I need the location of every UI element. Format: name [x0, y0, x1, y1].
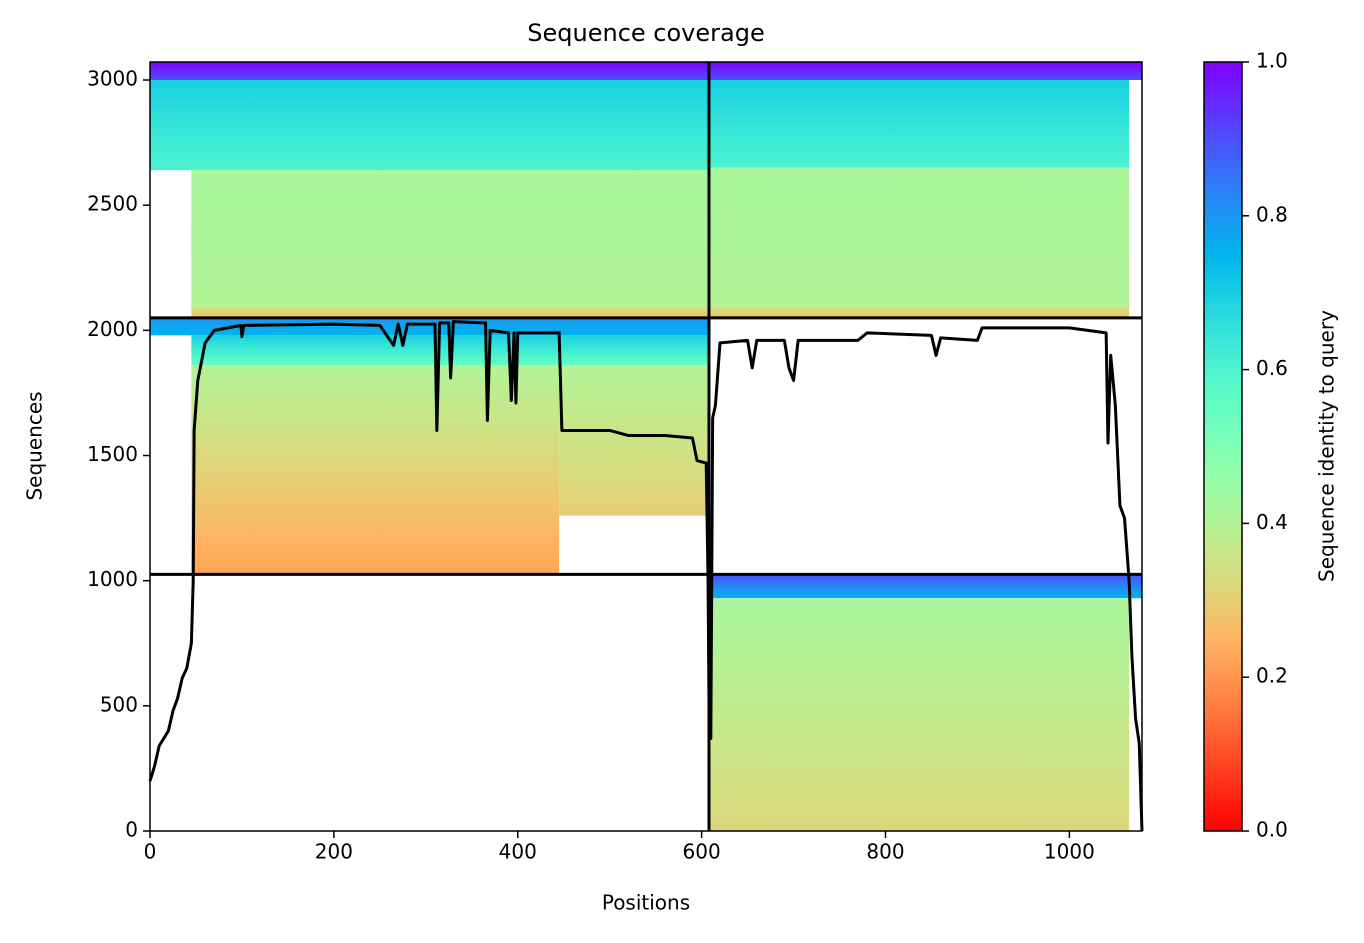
msa-band [191, 170, 709, 306]
x-axis-label: Positions [602, 891, 690, 915]
msa-band [559, 365, 709, 516]
msa-band [150, 62, 709, 81]
y-axis-label: Sequences [23, 391, 47, 500]
msa-band [708, 574, 1142, 599]
coverage-line [148, 320, 1144, 832]
msa-band [191, 305, 709, 318]
plot-frame [149, 61, 1143, 832]
x-tick-label: 1000 [1044, 840, 1095, 864]
x-tick-label: 400 [499, 840, 537, 864]
msa-band [708, 305, 1130, 318]
colorbar-tick-label: 0.4 [1256, 510, 1288, 534]
x-tick-label: 600 [683, 840, 721, 864]
msa-band [708, 598, 1130, 831]
msa-band [150, 80, 709, 171]
y-tick-label: 2000 [87, 317, 138, 341]
colorbar-tick-label: 0.0 [1256, 818, 1288, 842]
colorbar [1203, 61, 1243, 832]
colorbar-tick-label: 0.6 [1256, 356, 1288, 380]
x-tick-label: 0 [144, 840, 157, 864]
x-tick-label: 200 [315, 840, 353, 864]
msa-band [150, 317, 709, 336]
y-tick-label: 500 [100, 692, 138, 716]
colorbar-tick-label: 1.0 [1256, 49, 1288, 73]
colorbar-tick-label: 0.8 [1256, 202, 1288, 226]
y-tick-label: 2500 [87, 192, 138, 216]
chart-title: Sequence coverage [527, 19, 764, 47]
y-tick-label: 0 [125, 818, 138, 842]
msa-band [708, 167, 1130, 306]
colorbar-label: Sequence identity to query [1315, 310, 1339, 582]
colorbar-tick-label: 0.2 [1256, 664, 1288, 688]
x-tick-label: 800 [866, 840, 904, 864]
msa-band [708, 80, 1130, 168]
y-tick-label: 1000 [87, 567, 138, 591]
msa-band [708, 62, 1142, 81]
y-tick-label: 3000 [87, 67, 138, 91]
msa-band [191, 365, 560, 575]
y-tick-label: 1500 [87, 442, 138, 466]
